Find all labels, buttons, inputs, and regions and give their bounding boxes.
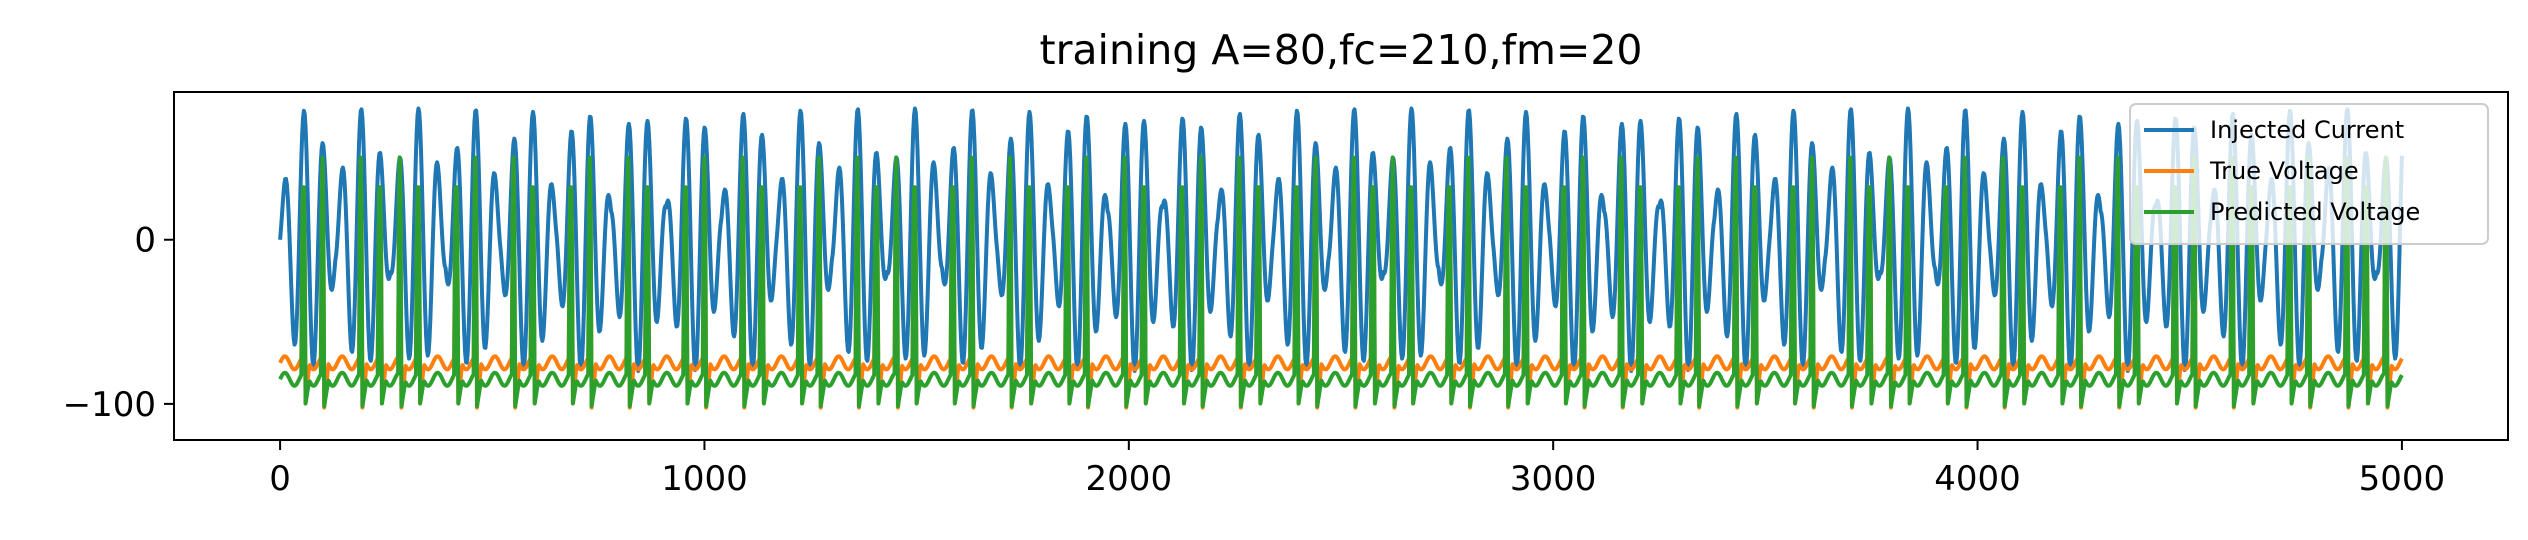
x-tick-label: 4000 bbox=[1934, 459, 2021, 499]
x-tick-label: 0 bbox=[269, 459, 291, 499]
y-tick-label: 0 bbox=[134, 221, 156, 261]
axes-layer: 0 1000 2000 3000 4000 5000 0 −100 bbox=[63, 91, 2509, 499]
plot-frame bbox=[173, 91, 2509, 441]
legend: Injected Current True Voltage Predicted Vo… bbox=[2129, 103, 2489, 245]
chart-title: training A=80,fc=210,fm=20 bbox=[1040, 26, 1643, 74]
legend-label: Injected Current bbox=[2210, 116, 2404, 144]
legend-label: True Voltage bbox=[2209, 157, 2359, 185]
y-tick-label: −100 bbox=[63, 385, 156, 425]
x-tick-label: 3000 bbox=[1510, 459, 1597, 499]
x-tick-label: 2000 bbox=[1086, 459, 1173, 499]
series-line-2 bbox=[278, 155, 2404, 409]
legend-label: Predicted Voltage bbox=[2210, 198, 2420, 226]
x-tick-label: 5000 bbox=[2359, 459, 2446, 499]
legend-box bbox=[2129, 103, 2489, 245]
series-layer bbox=[278, 106, 2404, 410]
series-line-0 bbox=[278, 106, 2404, 373]
x-tick-label: 1000 bbox=[661, 459, 748, 499]
series-line-1 bbox=[278, 158, 2404, 410]
